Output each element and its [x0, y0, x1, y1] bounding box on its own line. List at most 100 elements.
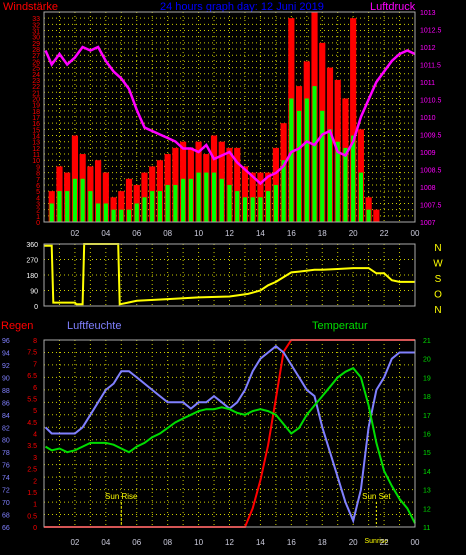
time-tick-label: 14	[256, 538, 265, 547]
wind-avg-bar	[312, 86, 317, 222]
time-tick-label: 22	[380, 538, 389, 547]
wind-avg-bar	[335, 141, 340, 222]
wind-tick-label: 10	[32, 158, 40, 165]
wind-gust-bar	[102, 172, 109, 222]
time-tick-label: 20	[349, 229, 358, 238]
wind-tick-label: 17	[32, 115, 40, 122]
direction-panel-border	[43, 243, 416, 307]
wind-avg-bar	[211, 172, 217, 222]
wind-tick-label: 20	[32, 96, 40, 103]
temperature-tick-label: 16	[423, 432, 431, 439]
pressure-tick-label: 1010.5	[420, 98, 442, 105]
wind-avg-bar	[227, 184, 232, 222]
time-tick-label: 18	[318, 229, 327, 238]
compass-label: N	[434, 305, 441, 316]
wind-tick-label: 27	[32, 53, 40, 60]
chart-title: 24 hours graph day: 12 Juni 2019	[160, 1, 324, 13]
wind-avg-bar	[204, 172, 209, 222]
rain-tick-label: 7	[33, 361, 37, 368]
wind-avg-bar	[250, 197, 255, 222]
time-tick-label: 16	[287, 538, 296, 547]
direction-tick-label: 90	[30, 289, 38, 296]
wind-avg-bar	[111, 209, 116, 222]
wind-tick-label: 18	[32, 109, 40, 116]
temperature-tick-label: 18	[423, 394, 431, 401]
humidity-tick-label: 94	[2, 350, 10, 357]
rain-tick-label: 4	[33, 432, 37, 439]
humidity-tick-label: 68	[2, 513, 10, 520]
pressure-tick-label: 1012	[420, 45, 436, 52]
temperature-label: Temperatur	[312, 320, 368, 332]
wind-tick-label: 13	[32, 140, 40, 147]
humidity-tick-label: 70	[2, 500, 10, 507]
pressure-tick-label: 1009	[420, 150, 436, 157]
wind-tick-label: 22	[32, 84, 40, 91]
humidity-tick-label: 74	[2, 475, 10, 482]
sunset-label: Sun Set	[362, 492, 391, 501]
wind-tick-label: 11	[33, 152, 40, 159]
wind-tick-label: 7	[36, 177, 40, 184]
temperature-tick-label: 17	[423, 413, 431, 420]
compass-label: S	[435, 274, 442, 285]
humidity-tick-label: 84	[2, 413, 10, 420]
wind-avg-bar	[88, 191, 93, 222]
time-tick-label: 04	[101, 229, 110, 238]
pressure-tick-label: 1012.5	[420, 28, 442, 35]
wind-avg-bar	[72, 178, 78, 222]
humidity-tick-label: 90	[2, 375, 10, 382]
wind-avg-bar	[96, 203, 101, 222]
time-tick-label: 08	[163, 229, 172, 238]
time-tick-label: 14	[256, 229, 265, 238]
rain-tick-label: 1.5	[27, 490, 37, 497]
wind-tick-label: 19	[32, 103, 40, 110]
wind-tick-label: 14	[32, 134, 40, 141]
wind-tick-label: 28	[32, 47, 40, 54]
wind-avg-bar	[188, 178, 193, 222]
temperature-tick-label: 21	[423, 338, 431, 345]
humidity-tick-label: 72	[2, 488, 10, 495]
wind-tick-label: 31	[32, 29, 40, 36]
wind-tick-label: 33	[32, 16, 40, 23]
wind-tick-label: 23	[32, 78, 40, 85]
wind-avg-bar	[343, 147, 348, 222]
wind-avg-bar	[296, 110, 302, 222]
wind-tick-label: 30	[32, 35, 40, 42]
temperature-tick-label: 15	[423, 450, 431, 457]
wind-tick-label: 0	[36, 220, 40, 227]
wind-tick-label: 2	[36, 208, 40, 215]
time-tick-label: 12	[225, 538, 234, 547]
temperature-line	[44, 366, 416, 524]
wind-tick-label: 24	[32, 72, 40, 79]
wind-tick-label: 9	[36, 164, 40, 171]
wind-tick-label: 3	[36, 201, 40, 208]
time-tick-label: 06	[132, 538, 141, 547]
humidity-tick-label: 92	[2, 363, 10, 370]
wind-tick-label: 25	[32, 66, 40, 73]
wind-avg-bar	[119, 209, 124, 222]
temperature-tick-label: 19	[423, 375, 431, 382]
compass-label: O	[434, 290, 442, 301]
temperature-tick-label: 12	[423, 506, 431, 513]
direction-tick-label: 180	[26, 273, 38, 280]
wind-avg-bar	[103, 203, 108, 222]
rain-tick-label: 5	[33, 408, 37, 415]
wind-tick-label: 1	[36, 214, 40, 221]
wind-avg-bar	[65, 191, 70, 222]
wind-avg-bar	[49, 203, 54, 222]
rain-tick-label: 7.5	[27, 350, 37, 357]
time-tick-label: 10	[194, 229, 203, 238]
humidity-tick-label: 76	[2, 463, 10, 470]
sunrise-label: Sun Rise	[105, 492, 138, 501]
direction-tick-label: 0	[34, 304, 38, 311]
sunset-bottom-label: Sunrise	[364, 538, 388, 545]
humidity-label: Luftfeuchte	[67, 320, 122, 332]
pressure-tick-label: 1007	[420, 220, 436, 227]
wind-avg-bar	[219, 178, 224, 222]
pressure-tick-label: 1008	[420, 185, 436, 192]
time-tick-label: 00	[411, 538, 420, 547]
wind-avg-bar	[304, 98, 309, 222]
time-tick-label: 02	[70, 229, 79, 238]
humidity-tick-label: 82	[2, 425, 10, 432]
humidity-tick-label: 66	[2, 525, 10, 532]
